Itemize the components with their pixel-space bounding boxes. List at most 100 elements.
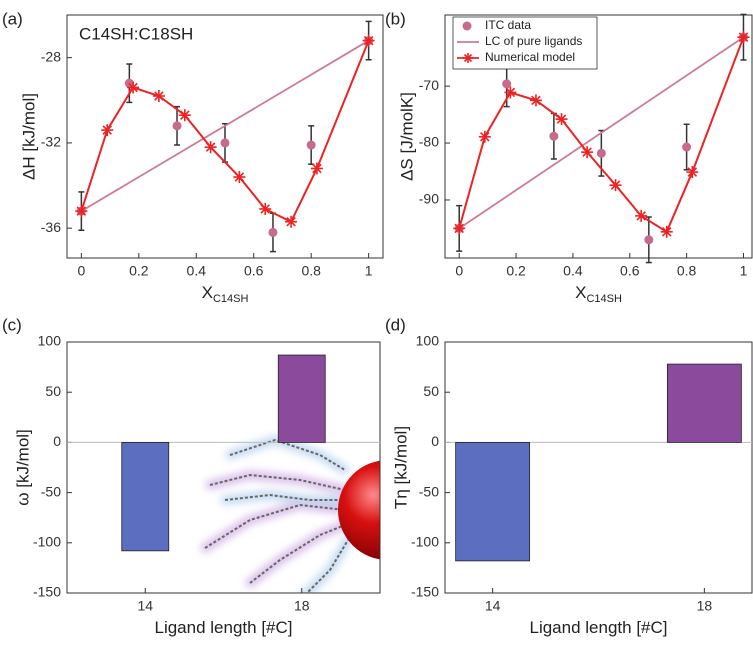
y-axis-label: ω [kJ/mol]: [13, 429, 32, 506]
marker-stroke: [128, 82, 138, 93]
panel: (c) -150 -100 -50 0 50 100 14 18 ω [kJ/mol] Ligand…: [2, 315, 381, 637]
x-axis-label: XC14SH: [575, 283, 622, 304]
series-line: [458, 36, 744, 230]
x-axis-label-main: X: [575, 283, 586, 302]
y-tick-label: -50: [41, 483, 61, 499]
axes-frame: [66, 14, 384, 259]
marker-star: [453, 222, 466, 235]
series-line: [80, 39, 370, 212]
marker-star: [178, 109, 191, 122]
marker-dot: [172, 121, 182, 131]
x-tick-label: 14: [485, 598, 501, 614]
legend-label: LC of pure ligands: [485, 34, 582, 48]
bar: [121, 441, 170, 552]
panel: (b) -90 -80 -70 0 0.2 0.4 0.6 0.8 1 ΔS [J/molK] XC1…: [385, 9, 753, 305]
marker-star: [101, 124, 114, 137]
legend-swatch: [462, 21, 472, 31]
marker-star: [504, 86, 517, 99]
marker-star: [362, 34, 375, 47]
legend-label: Numerical model: [485, 50, 575, 64]
marker-star: [635, 209, 648, 222]
marker-stroke: [205, 142, 216, 152]
y-tick-label: 50: [45, 383, 61, 399]
x-tick-label: 18: [294, 598, 310, 614]
x-tick-label: 0: [455, 263, 463, 279]
marker-star: [529, 94, 542, 107]
x-tick-label: 18: [697, 598, 713, 614]
y-tick-label: -80: [419, 134, 439, 150]
x-tick-label: 1: [365, 263, 373, 279]
x-axis-label: Ligand length [#C]: [155, 618, 293, 637]
axes-frame: [444, 341, 753, 594]
marker-stroke: [312, 163, 322, 174]
y-tick-label: 0: [53, 433, 61, 449]
marker-stroke: [463, 53, 473, 63]
x-tick-label: 0.6: [244, 263, 264, 279]
y-tick-label: 0: [431, 433, 439, 449]
x-axis-label-sub: C14SH: [213, 293, 249, 305]
x-axis-label-main: Ligand length [#C]: [530, 618, 668, 637]
marker-stroke: [76, 206, 87, 216]
marker-stroke: [102, 125, 112, 135]
x-tick-label: 0: [77, 263, 85, 279]
marker-star: [204, 141, 217, 154]
marker-star: [152, 90, 165, 102]
marker-stroke: [636, 211, 646, 221]
y-tick-label: -100: [33, 534, 61, 550]
y-tick-label: -50: [419, 483, 439, 499]
marker-stroke: [260, 204, 270, 214]
marker-dot: [268, 227, 278, 237]
marker-dot: [549, 131, 559, 141]
axes-frame: [66, 341, 381, 594]
panel-label: (d): [385, 315, 406, 334]
marker-dot: [220, 138, 230, 148]
marker-stroke: [531, 95, 541, 106]
marker-stroke: [687, 167, 698, 177]
panel-label: (a): [2, 9, 23, 28]
bar: [455, 441, 531, 562]
x-tick-label: 0.2: [129, 263, 149, 279]
legend-box: [452, 16, 598, 70]
marker-star: [555, 113, 568, 126]
x-axis-label-main: X: [202, 283, 213, 302]
marker-dot: [502, 79, 512, 89]
panel: (a)-36-32-280 0.2 0.4 0.6 0.8 1ΔH [kJ/mol]XC1…: [2, 9, 384, 305]
marker-star: [478, 130, 491, 143]
y-tick-label: -100: [411, 534, 439, 550]
y-tick-label: 100: [416, 333, 440, 349]
marker-star: [581, 146, 594, 159]
annotation: C14SH:C18SH: [79, 24, 193, 43]
y-tick-label: -90: [419, 191, 439, 207]
y-tick-label: -150: [411, 584, 439, 600]
marker-stroke: [582, 147, 592, 157]
x-axis-label-sub: C14SH: [586, 293, 622, 305]
x-tick-label: 0.4: [563, 263, 583, 279]
marker-stroke: [286, 216, 296, 227]
marker-star: [609, 179, 622, 192]
x-tick-label: 0.8: [677, 263, 697, 279]
marker-star: [285, 215, 298, 228]
marker-star: [686, 166, 699, 179]
bar: [666, 363, 742, 443]
marker-dot: [644, 235, 654, 245]
x-tick-label: 1: [740, 263, 748, 279]
y-axis-label: Tη [kJ/mol]: [391, 426, 410, 509]
marker-star: [259, 202, 272, 215]
marker-star: [660, 225, 673, 238]
panel: (d) -150 -100 -50 0 50 100 14 18 Tη [kJ/mol] Ligan…: [385, 315, 753, 637]
marker-stroke: [480, 132, 490, 142]
marker-dot: [682, 142, 692, 152]
x-tick-label: 0.6: [620, 263, 640, 279]
y-tick-label: -70: [419, 77, 439, 93]
marker-stroke: [363, 35, 374, 46]
marker-star: [737, 31, 750, 44]
x-axis-label-main: Ligand length [#C]: [155, 618, 293, 637]
marker-stroke: [556, 114, 567, 124]
marker-stroke: [610, 180, 621, 190]
marker-star: [127, 81, 140, 94]
marker-star: [75, 205, 88, 218]
y-tick-label: -36: [41, 219, 61, 235]
x-axis-label: Ligand length [#C]: [530, 618, 668, 637]
marker-dot: [306, 140, 316, 150]
